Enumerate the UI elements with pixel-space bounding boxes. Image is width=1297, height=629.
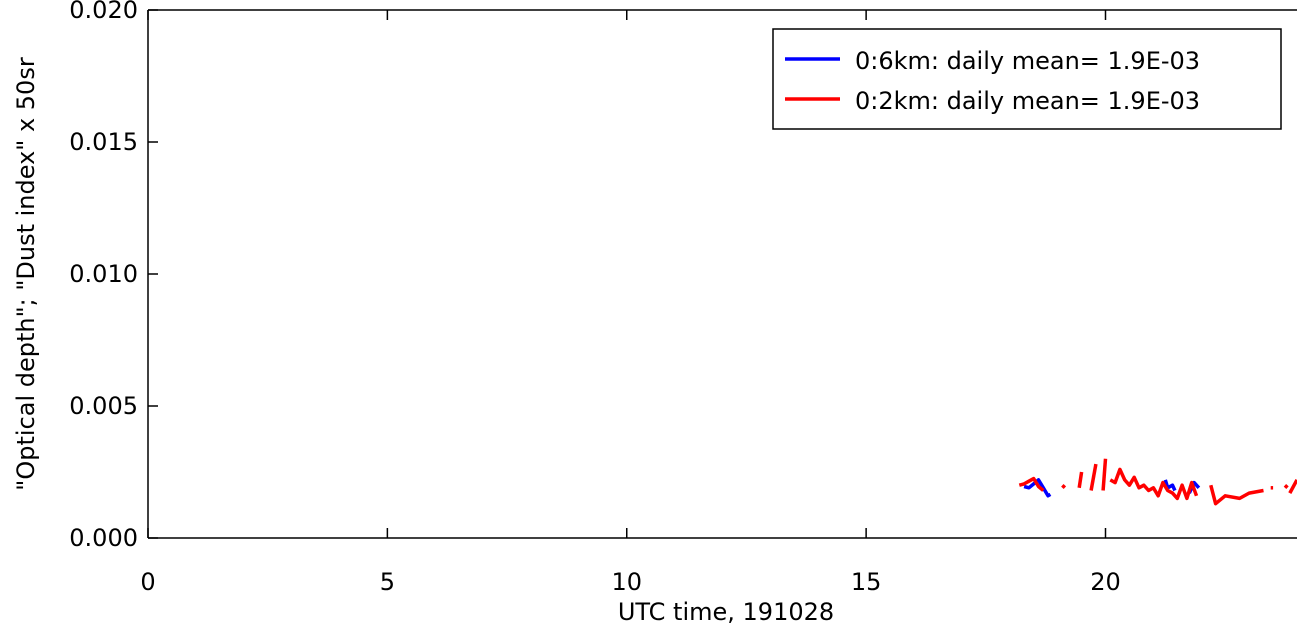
series-line-segment — [1101, 458, 1108, 491]
y-tick-label: 0.010 — [69, 260, 138, 288]
x-tick-label: 15 — [851, 568, 882, 596]
legend-label-0-2km: 0:2km: daily mean= 1.9E-03 — [855, 87, 1200, 115]
x-tick-label: 20 — [1090, 568, 1121, 596]
series-line-segment — [1023, 478, 1052, 498]
y-tick-label: 0.005 — [69, 392, 138, 420]
series-line-segment — [1209, 484, 1264, 506]
series-1 — [1018, 458, 1297, 506]
legend-label-0-6km: 0:6km: daily mean= 1.9E-03 — [855, 47, 1200, 75]
series-line-segment — [1089, 463, 1098, 491]
y-tick-label: 0.015 — [69, 128, 138, 156]
series-line-segment — [1283, 484, 1289, 489]
x-tick-label: 5 — [380, 568, 395, 596]
series-line-segment — [1109, 467, 1199, 501]
y-tick-label: 0.000 — [69, 524, 138, 552]
x-axis-title: UTC time, 191028 — [618, 598, 834, 626]
y-tick-label: 0.020 — [69, 0, 138, 24]
legend-box — [772, 28, 1282, 130]
legend: 0:6km: daily mean= 1.9E-03 0:2km: daily … — [772, 28, 1282, 130]
series-layer — [1018, 458, 1297, 506]
series-line-segment — [1288, 479, 1297, 494]
series-line-segment — [1077, 471, 1084, 489]
x-ticks: 0 5 10 15 20 — [140, 10, 1121, 596]
y-axis-title: "Optical depth"; "Dust index" x 50sr — [12, 57, 40, 491]
x-tick-label: 10 — [611, 568, 642, 596]
x-tick-label: 0 — [140, 568, 155, 596]
series-line-segment — [1163, 479, 1177, 492]
series-line-segment — [1018, 476, 1045, 492]
y-ticks: 0.000 0.005 0.010 0.015 0.020 — [69, 0, 158, 552]
series-line-segment — [1061, 484, 1067, 489]
